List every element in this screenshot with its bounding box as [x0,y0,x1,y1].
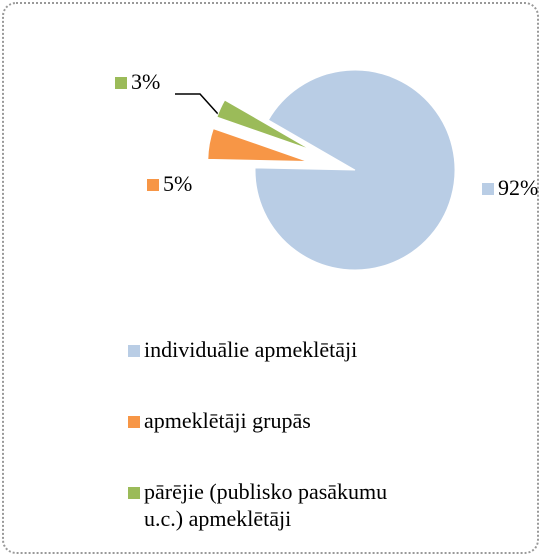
legend-swatch [128,345,140,357]
legend-swatch [128,487,140,499]
legend-label: apmeklētāji grupās [144,408,311,433]
pie-slice [207,127,308,162]
label-swatch [147,179,159,191]
legend-label: pārējie (publisko pasākumu u.c.) apmeklē… [144,479,388,531]
label-swatch [115,77,127,89]
legend-label: individuālie apmeklētāji [144,337,358,362]
pie-slice [254,69,456,271]
legend-entry: individuālie apmeklētāji [128,336,428,363]
legend-swatch [128,416,140,428]
leader-line [175,93,219,115]
data-label: 3% [131,69,160,94]
chart-frame [2,2,539,554]
legend: individuālie apmeklētāji apmeklētāji grup… [128,336,428,559]
label-swatch [482,183,494,195]
data-label: 5% [163,171,192,196]
data-label: 92% [498,175,538,200]
legend-entry: apmeklētāji grupās [128,407,428,434]
legend-entry: pārējie (publisko pasākumu u.c.) apmeklē… [128,478,428,532]
pie-slice [216,99,312,151]
